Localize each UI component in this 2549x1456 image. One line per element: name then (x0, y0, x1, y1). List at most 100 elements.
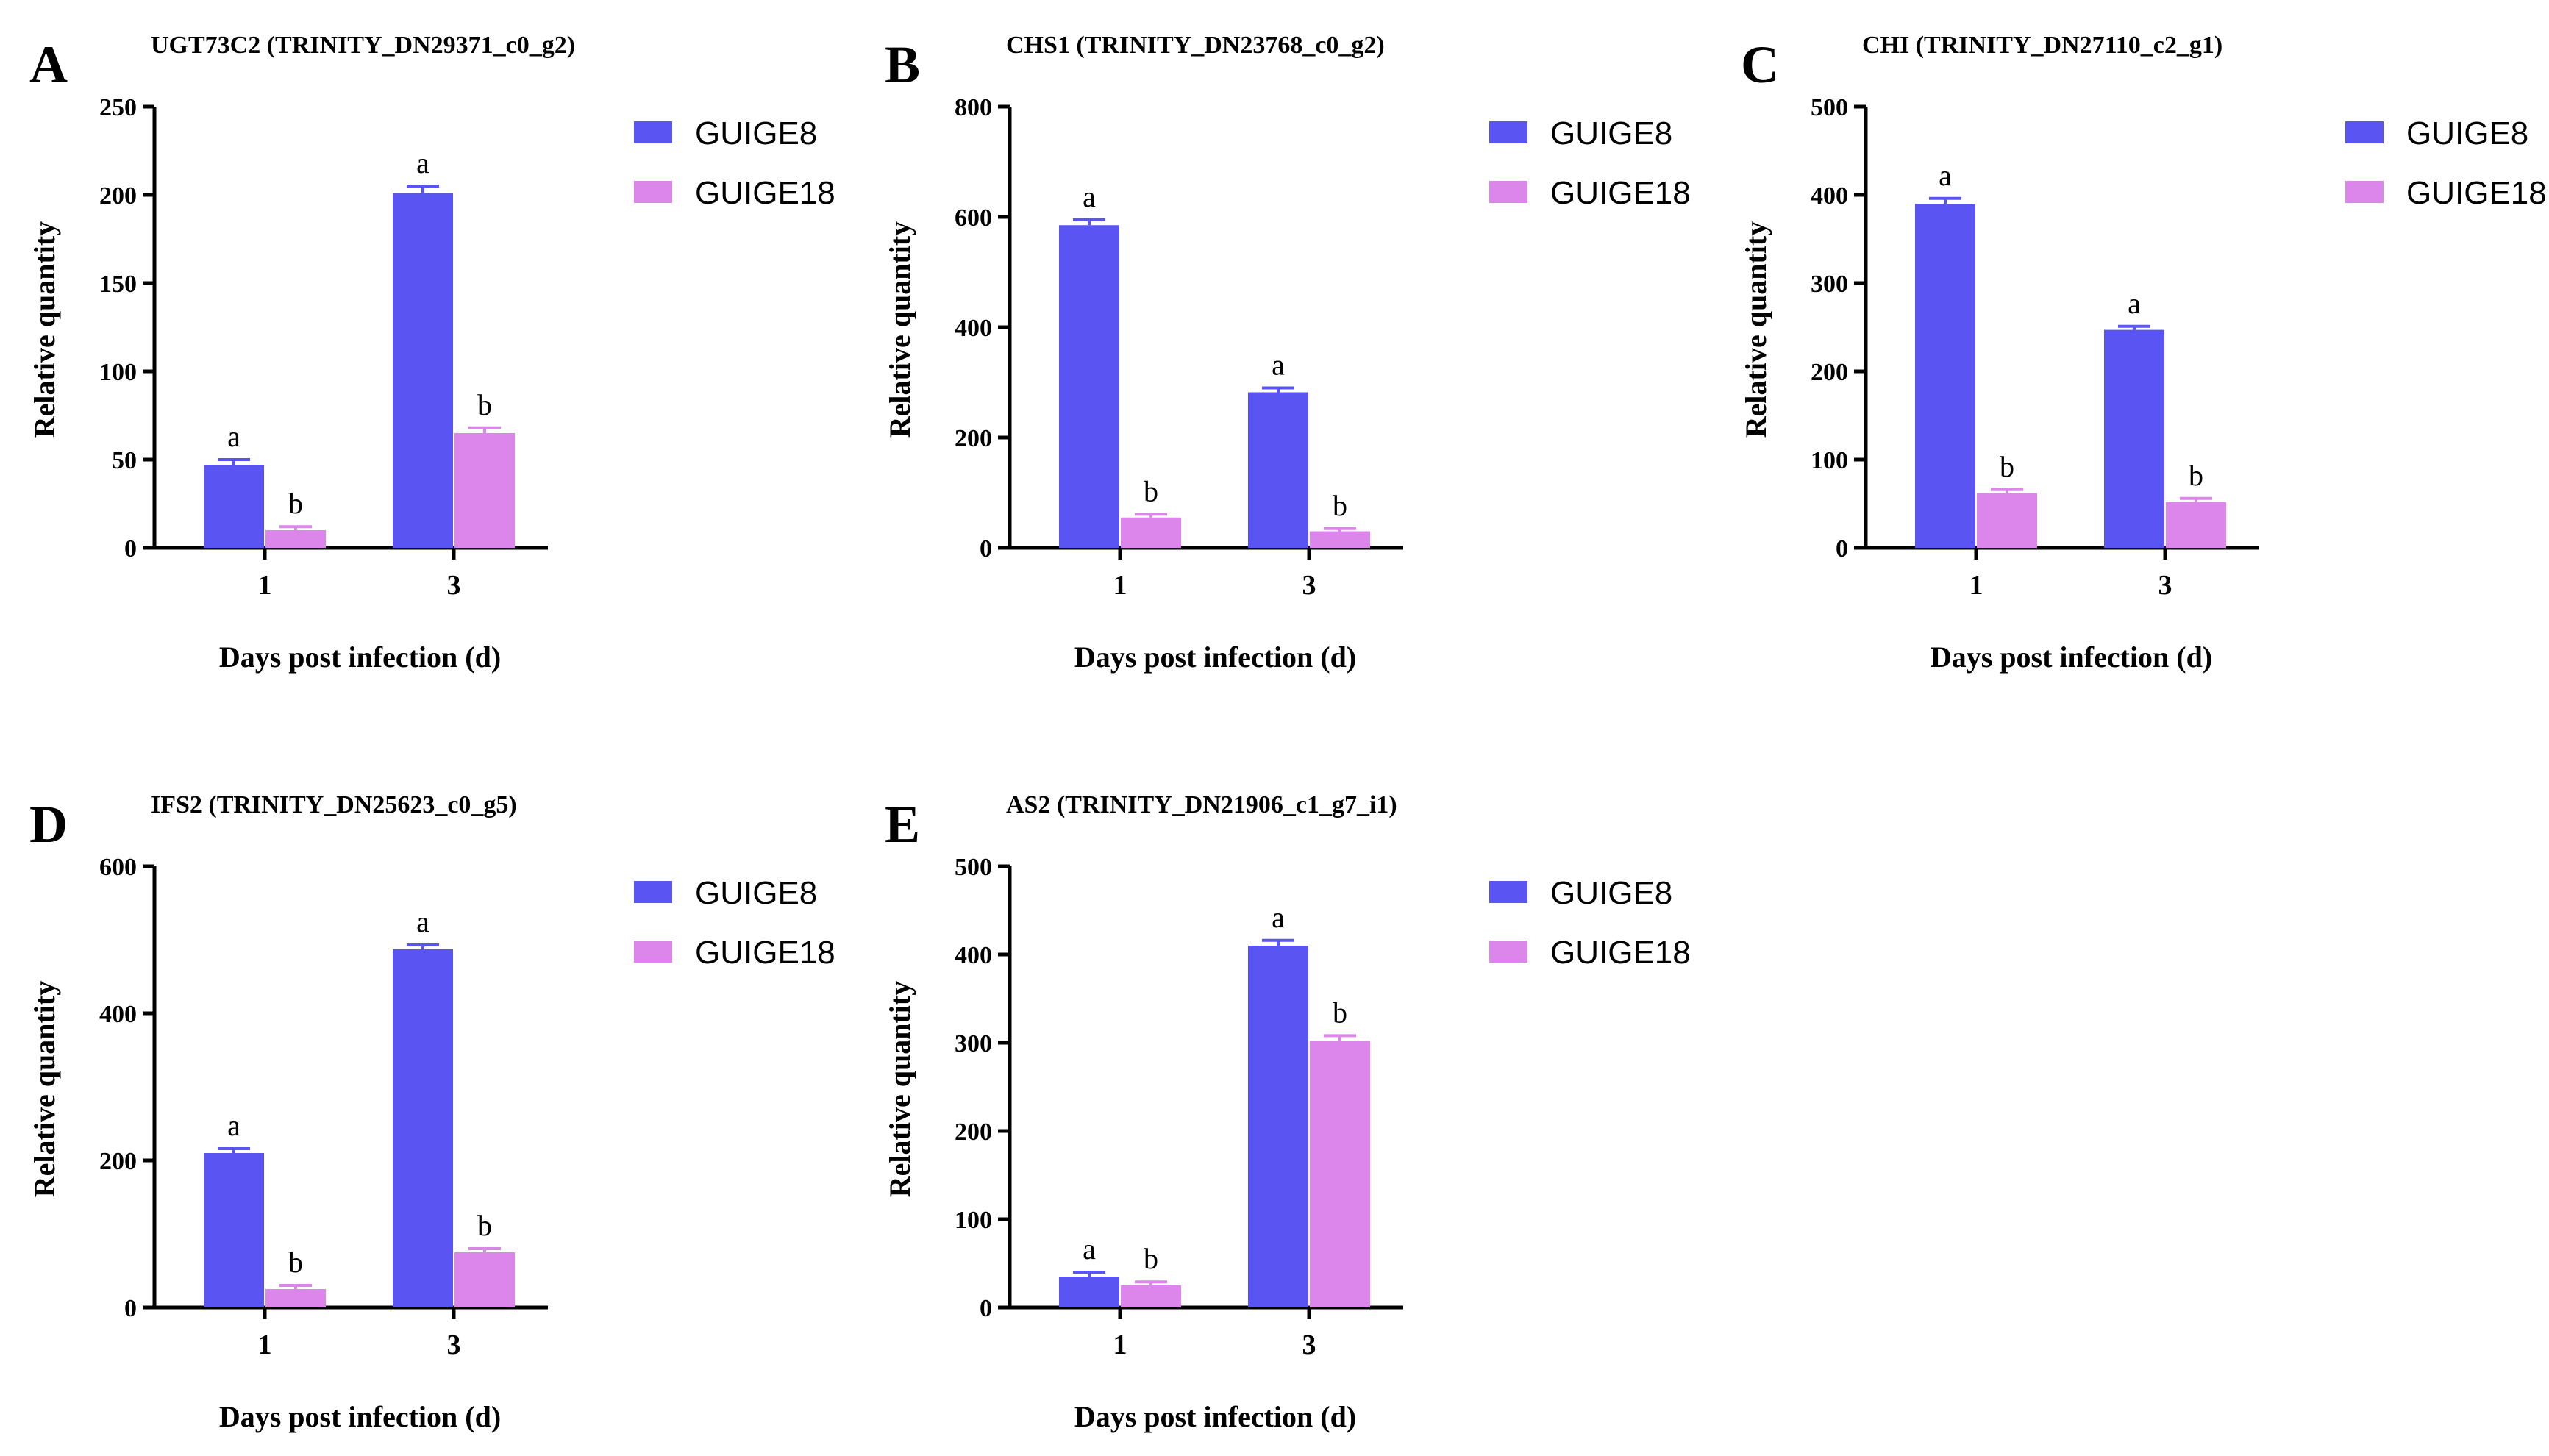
bar-guige8 (393, 193, 453, 548)
bar-guige8 (1248, 392, 1308, 548)
chart-panel-e: E AS2 (TRINITY_DN21906_c1_g7_i1) 0 100 200 30… (883, 791, 1691, 1433)
significance-label: a (416, 905, 429, 938)
legend-swatch-guige18 (634, 941, 672, 963)
legend-swatch-guige18 (2345, 181, 2384, 203)
chart-title: AS2 (TRINITY_DN21906_c1_g7_i1) (1006, 791, 1397, 818)
y-tick-label: 0 (980, 1295, 992, 1322)
y-tick-label: 100 (955, 1207, 992, 1234)
y-tick-label: 0 (1836, 535, 1848, 563)
chart-panel-c: C CHI (TRINITY_DN27110_c2_g1) 0 100 200 300 40… (1739, 32, 2547, 674)
y-tick-label: 200 (1811, 359, 1848, 386)
bar-guige18 (454, 433, 515, 548)
legend-label: GUIGE8 (2406, 115, 2528, 151)
x-axis-label: Days post infection (d) (219, 1400, 501, 1433)
x-tick-label: 3 (1302, 570, 1316, 601)
significance-label: b (477, 388, 492, 421)
significance-label: a (2128, 287, 2141, 320)
significance-label: b (1144, 474, 1158, 507)
bar-guige8 (2104, 329, 2164, 548)
bar-guige8 (1059, 1277, 1119, 1307)
panel-letter: E (885, 795, 920, 854)
y-axis-label: Relative quantity (1739, 221, 1772, 438)
legend-label: GUIGE8 (695, 875, 817, 911)
bar-guige8 (204, 465, 264, 548)
significance-label: b (1333, 489, 1347, 522)
chart-panel-a: A UGT73C2 (TRINITY_DN29371_c0_g2) 0 50 100 15… (28, 32, 835, 674)
y-tick-label: 500 (1811, 94, 1848, 121)
legend-label: GUIGE18 (2406, 175, 2547, 211)
panel-letter: C (1741, 35, 1779, 94)
y-tick-label: 50 (112, 447, 137, 474)
y-axis-label: Relative quantity (28, 221, 61, 438)
y-tick-label: 400 (1811, 182, 1848, 210)
x-axis-label: Days post infection (d) (1074, 640, 1356, 674)
panel-letter: A (29, 35, 68, 94)
bar-guige8 (204, 1153, 264, 1307)
bar-guige18 (1121, 517, 1181, 548)
legend-swatch-guige8 (634, 121, 672, 143)
bar-guige18 (2166, 502, 2226, 548)
y-tick-label: 400 (955, 315, 992, 342)
significance-label: a (227, 420, 240, 453)
chart-title: CHS1 (TRINITY_DN23768_c0_g2) (1006, 32, 1385, 59)
x-tick-label: 3 (447, 570, 461, 601)
chart-title: UGT73C2 (TRINITY_DN29371_c0_g2) (151, 32, 575, 59)
legend-swatch-guige18 (634, 181, 672, 203)
significance-label: b (1333, 996, 1347, 1029)
y-tick-label: 200 (99, 1148, 137, 1175)
y-tick-label: 0 (124, 1295, 137, 1322)
y-tick-label: 250 (99, 94, 137, 121)
x-axis-label: Days post infection (d) (1074, 1400, 1356, 1433)
y-axis-label: Relative quantity (28, 981, 61, 1197)
x-tick-label: 1 (258, 570, 272, 601)
y-tick-label: 800 (955, 94, 992, 121)
significance-label: b (1144, 1242, 1158, 1275)
chart-title: IFS2 (TRINITY_DN25623_c0_g5) (151, 791, 517, 818)
legend-label: GUIGE18 (695, 175, 835, 211)
chart-title: CHI (TRINITY_DN27110_c2_g1) (1862, 32, 2222, 59)
y-tick-label: 200 (99, 182, 137, 210)
legend-swatch-guige8 (634, 881, 672, 903)
panel-letter: D (29, 795, 68, 854)
bar-guige18 (1310, 1041, 1370, 1307)
y-tick-label: 0 (124, 535, 137, 563)
significance-label: a (1939, 159, 1952, 192)
y-tick-label: 300 (955, 1030, 992, 1057)
legend-label: GUIGE18 (1550, 175, 1691, 211)
bar-guige18 (265, 530, 326, 548)
bar-guige18 (454, 1252, 515, 1307)
y-tick-label: 200 (955, 1118, 992, 1146)
significance-label: a (1272, 901, 1285, 934)
y-tick-label: 150 (99, 271, 137, 298)
x-tick-label: 3 (1302, 1330, 1316, 1360)
y-axis-label: Relative quantity (883, 221, 916, 438)
bar-guige8 (1248, 946, 1308, 1307)
significance-label: b (2189, 459, 2203, 492)
bar-guige18 (1977, 493, 2037, 548)
significance-label: a (227, 1109, 240, 1142)
significance-label: a (1083, 180, 1096, 213)
bar-guige8 (393, 949, 453, 1307)
x-tick-label: 1 (258, 1330, 272, 1360)
bar-guige8 (1059, 225, 1119, 548)
bar-guige18 (265, 1289, 326, 1307)
y-tick-label: 400 (955, 942, 992, 969)
legend-swatch-guige18 (1489, 181, 1527, 203)
x-tick-label: 1 (1113, 1330, 1127, 1360)
significance-label: a (416, 146, 429, 179)
y-tick-label: 400 (99, 1001, 137, 1028)
x-axis-label: Days post infection (d) (1931, 640, 2212, 674)
significance-label: a (1272, 349, 1285, 382)
y-tick-label: 600 (955, 204, 992, 232)
legend-label: GUIGE18 (1550, 935, 1691, 971)
x-tick-label: 3 (447, 1330, 461, 1360)
legend-label: GUIGE8 (1550, 875, 1672, 911)
legend-swatch-guige18 (1489, 941, 1527, 963)
y-tick-label: 100 (99, 359, 137, 386)
x-axis-label: Days post infection (d) (219, 640, 501, 674)
significance-label: b (288, 1246, 303, 1279)
legend-swatch-guige8 (2345, 121, 2384, 143)
significance-label: a (1083, 1232, 1096, 1266)
panel-letter: B (885, 35, 920, 94)
